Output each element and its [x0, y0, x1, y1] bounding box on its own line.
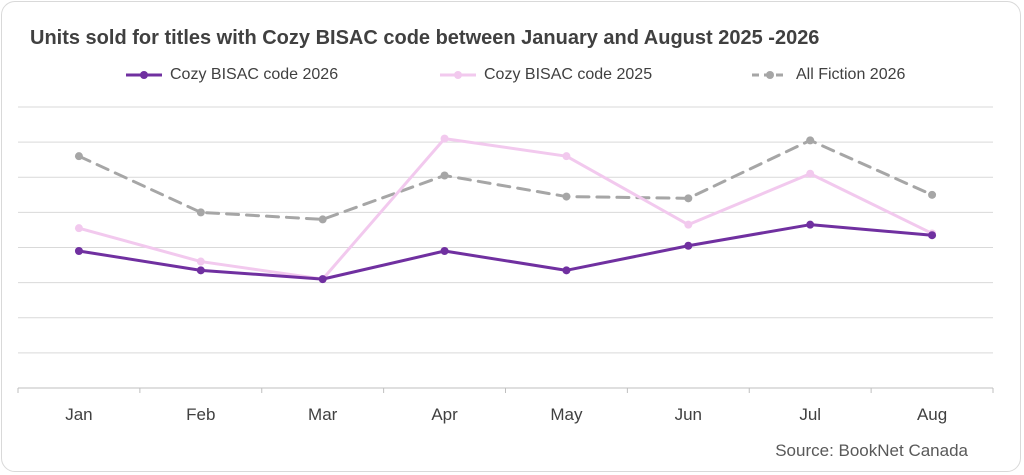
data-point [440, 247, 449, 256]
data-point [562, 192, 571, 201]
data-point [318, 275, 327, 284]
legend-label-all-fiction-2026: All Fiction 2026 [796, 66, 906, 83]
data-point [928, 190, 937, 199]
series-line [77, 138, 934, 221]
x-tick-label: Jun [675, 405, 702, 424]
legend-item-all-fiction-2026[interactable]: All Fiction 2026 [750, 66, 905, 84]
x-tick-label: Jan [65, 405, 92, 424]
legend: Cozy BISAC code 2026 Cozy BISAC code 202… [0, 66, 1024, 90]
legend-marker-cozy-2026 [126, 71, 162, 79]
series-line [77, 137, 934, 281]
source-note: Source: BookNet Canada [775, 441, 968, 460]
x-tick-label: Aug [917, 405, 947, 424]
x-tick-label: May [550, 405, 583, 424]
data-point [562, 152, 571, 161]
data-point [196, 257, 205, 266]
data-point [74, 152, 83, 161]
data-point [806, 220, 815, 229]
data-point [74, 247, 83, 256]
x-tick-label: Mar [308, 405, 338, 424]
data-point [196, 208, 205, 217]
x-tick-label: Jul [799, 405, 821, 424]
data-point [440, 171, 449, 180]
legend-marker-all-fiction-2026 [752, 71, 788, 79]
x-tick-label: Apr [431, 405, 458, 424]
data-point [806, 136, 815, 145]
data-point [318, 215, 327, 224]
data-point [684, 220, 693, 229]
legend-label-cozy-2026: Cozy BISAC code 2026 [170, 66, 339, 83]
chart-title: Units sold for titles with Cozy BISAC co… [30, 27, 820, 49]
data-point [562, 266, 571, 275]
data-point [928, 231, 937, 240]
legend-marker-cozy-2025 [440, 71, 476, 79]
data-point [196, 266, 205, 275]
legend-item-cozy-2026[interactable]: Cozy BISAC code 2026 [124, 66, 338, 84]
data-point [684, 241, 693, 250]
data-point [684, 194, 693, 203]
series-line [77, 223, 934, 281]
legend-label-cozy-2025: Cozy BISAC code 2025 [484, 66, 653, 83]
x-tick-label: Feb [186, 405, 215, 424]
legend-item-cozy-2025[interactable]: Cozy BISAC code 2025 [438, 66, 652, 84]
data-point [806, 169, 815, 178]
data-point [440, 134, 449, 143]
data-point [74, 224, 83, 233]
